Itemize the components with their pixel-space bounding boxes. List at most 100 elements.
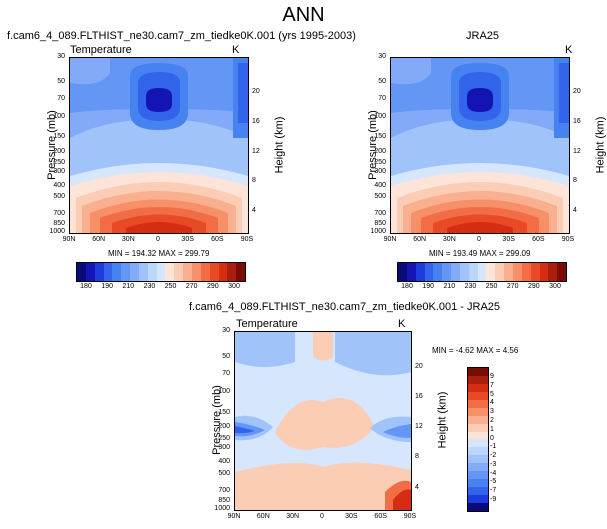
colorbar-swatch: [236, 263, 246, 281]
contour-band: [559, 63, 569, 123]
panel2-pressure-tick: 250: [374, 158, 386, 166]
panel2-pressure-tick: 400: [374, 182, 386, 190]
panel2-lat-tick: 0: [477, 236, 481, 243]
panel1-pressure-tick: 850: [53, 219, 65, 227]
panel2-colorbar: [397, 262, 567, 282]
colorbar-swatch: [130, 263, 139, 281]
colorbar-swatch: [468, 471, 488, 480]
panel3-lat-tick: 30N: [286, 513, 300, 520]
panel2-pressure-tick: 300: [374, 167, 386, 175]
contour-band: [70, 58, 110, 85]
panel2-height-tick: 12: [573, 147, 581, 155]
panel1-pressure-tick: 30: [57, 53, 65, 60]
colorbar-tick-label: 180: [80, 283, 92, 290]
panel2-y2-axis-label: Height (km): [594, 116, 607, 173]
panel2-pressure-tick: 200: [374, 147, 386, 155]
panel2-height-tick: 20: [573, 88, 581, 95]
panel3-pressure-tick: 70: [222, 370, 230, 377]
contour-band: [393, 489, 411, 510]
panel3-pressure-tick: 1000: [214, 505, 230, 512]
colorbar-swatch: [468, 479, 488, 488]
colorbar-tick-label: 290: [528, 283, 540, 290]
panel2-min-max: MIN = 193.49 MAX = 299.09: [429, 249, 531, 258]
panel3-pressure-tick: 100: [218, 388, 230, 396]
colorbar-swatch: [468, 455, 488, 464]
panel2-lat-tick: 60N: [413, 236, 427, 243]
colorbar-swatch: [218, 263, 228, 281]
colorbar-swatch: [548, 263, 558, 281]
colorbar-swatch: [468, 368, 488, 376]
colorbar-swatch: [468, 375, 488, 384]
colorbar-swatch: [94, 263, 104, 281]
panel3-pressure-tick: 30: [222, 327, 230, 334]
colorbar-swatch: [174, 263, 184, 281]
panel1-subtitle: f.cam6_4_089.FLTHIST_ne30.cam7_zm_tiedke…: [7, 30, 356, 42]
panel2-pressure-tick: 150: [374, 133, 386, 141]
contour-field: [235, 332, 411, 510]
colorbar-tick-label: 230: [143, 283, 156, 290]
panel2-contour-plot: [390, 57, 570, 234]
panel2-pressure-tick: 70: [378, 95, 386, 103]
colorbar-swatch: [415, 263, 425, 281]
colorbar-tick-label: 4: [490, 399, 494, 407]
panel2-pressure-tick: 1000: [370, 228, 386, 235]
colorbar-swatch: [468, 391, 488, 400]
colorbar-swatch: [85, 263, 95, 281]
contour-band: [146, 88, 172, 112]
panel1-lat-tick: 30N: [121, 236, 135, 243]
colorbar-swatch: [424, 263, 434, 281]
panel1-pressure-tick: 300: [53, 167, 65, 175]
colorbar-tick-label: 270: [185, 283, 198, 290]
contour-band: [313, 332, 333, 361]
colorbar-tick-label: -7: [490, 487, 497, 495]
panel1-height-tick: 16: [252, 117, 260, 125]
panel2-lat-tick: 90S: [561, 236, 575, 243]
panel3-pressure-tick: 400: [218, 458, 230, 466]
panel1-pressure-tick: 150: [53, 133, 65, 141]
colorbar-swatch: [468, 415, 488, 424]
panel1-pressure-tick: 400: [53, 182, 65, 190]
panel1-pressure-tick: 1000: [49, 228, 65, 235]
colorbar-tick-label: -9: [490, 496, 497, 503]
colorbar-swatch: [468, 263, 478, 281]
colorbar-swatch: [468, 423, 488, 432]
colorbar-swatch: [121, 263, 131, 281]
panel1-height-tick: 8: [252, 177, 256, 185]
panel1-contour-plot: [69, 57, 249, 234]
colorbar-tick-label: 230: [464, 283, 477, 290]
panel1-lat-tick: 60N: [92, 236, 106, 243]
contour-band: [467, 88, 493, 112]
colorbar-swatch: [521, 263, 531, 281]
colorbar-tick-label: 190: [101, 283, 113, 290]
panel3-pressure-tick: 700: [218, 486, 230, 494]
panel2-pressure-tick: 30: [378, 53, 386, 60]
panel1-lat-tick: 60S: [211, 236, 224, 243]
colorbar-tick-label: 190: [422, 283, 434, 290]
panel3-height-tick: 20: [415, 362, 423, 370]
colorbar-tick-label: -1: [490, 443, 497, 451]
colorbar-tick-label: 300: [549, 283, 561, 290]
panel3-y-axis-label: Pressure (mb): [210, 385, 223, 455]
panel3-units-label: K: [398, 318, 406, 330]
panel2-height-tick: 16: [573, 117, 581, 125]
colorbar-tick-label: -4: [490, 469, 497, 477]
colorbar-swatch: [112, 263, 122, 281]
colorbar-tick-label: 3: [490, 408, 494, 416]
colorbar-swatch: [468, 439, 488, 448]
contour-band: [391, 58, 431, 85]
panel1-pressure-tick: 50: [57, 78, 65, 86]
colorbar-swatch: [183, 263, 192, 281]
panel3-height-tick: 12: [415, 423, 423, 431]
colorbar-tick-label: 300: [228, 283, 240, 290]
panel2-pressure-tick: 500: [374, 193, 386, 201]
panel3-colorbar: [467, 367, 489, 512]
panel1-lat-tick: 90S: [240, 236, 254, 243]
panel2-y-axis-label: Pressure (mb): [366, 109, 379, 180]
panel3-subtitle: f.cam6_4_089.FLTHIST_ne30.cam7_zm_tiedke…: [189, 301, 501, 313]
panel3-pressure-tick: 50: [222, 352, 230, 360]
colorbar-tick-label: 270: [506, 283, 519, 290]
contour-field: [391, 58, 569, 233]
panel1-y-axis-label: Pressure (mb): [45, 109, 58, 180]
panel3-y2-axis-label: Height (km): [436, 391, 449, 449]
colorbar-swatch: [512, 263, 522, 281]
